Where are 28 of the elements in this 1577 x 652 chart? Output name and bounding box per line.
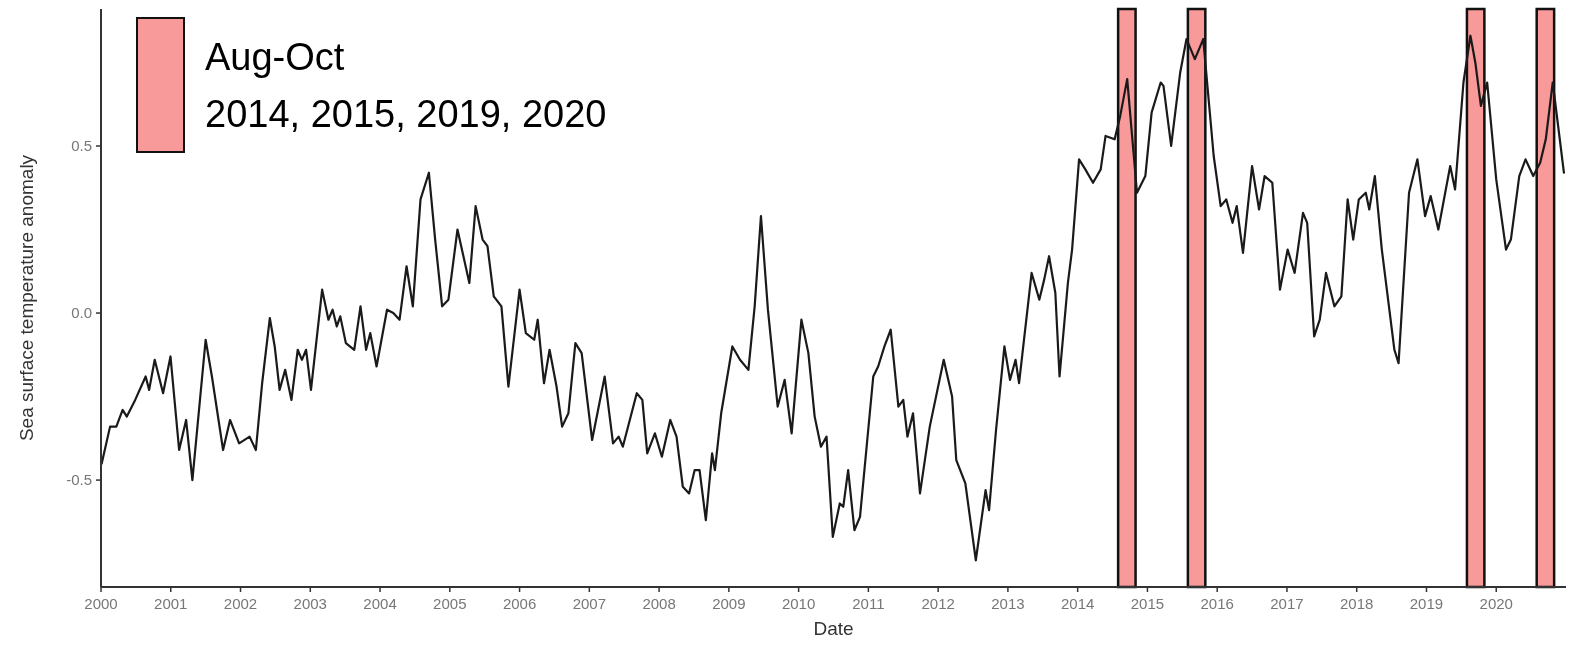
y-tick-label: 0.5	[71, 137, 92, 155]
x-tick-label: 2011	[852, 595, 885, 612]
x-tick-label: 2000	[84, 595, 118, 612]
x-tick-label: 2019	[1409, 595, 1444, 612]
y-axis-title: Sea surface temperature anomaly	[16, 154, 37, 442]
legend-title: Aug-Oct	[205, 36, 345, 78]
x-tick-label: 2003	[293, 595, 327, 612]
x-tick-label: 2010	[781, 595, 816, 612]
x-tick-label: 2002	[223, 595, 258, 612]
x-tick-label: 2006	[502, 595, 537, 612]
x-tick-label: 2016	[1200, 595, 1234, 612]
x-tick-label: 2012	[921, 595, 955, 612]
x-tick-label: 2005	[433, 595, 467, 612]
x-tick-label: 2017	[1270, 595, 1304, 612]
band-label: 2014, 2015, 2019, 2020	[205, 93, 607, 135]
x-tick-label: 2009	[712, 595, 746, 612]
x-axis-title: Date	[813, 618, 854, 639]
x-tick-label: 2018	[1340, 595, 1374, 612]
y-tick-label: 0.0	[71, 304, 92, 322]
x-tick-label: 2007	[572, 595, 607, 612]
x-tick-label: 2001	[154, 595, 188, 612]
x-tick-label: 2015	[1130, 595, 1165, 612]
x-tick-label: 2020	[1479, 595, 1513, 612]
x-tick-label: 2013	[991, 595, 1025, 612]
y-tick-label: -0.5	[66, 471, 92, 489]
x-tick-label: 2014	[1060, 595, 1095, 612]
x-tick-label: 2008	[642, 595, 676, 612]
x-tick-label: 2004	[363, 595, 397, 612]
